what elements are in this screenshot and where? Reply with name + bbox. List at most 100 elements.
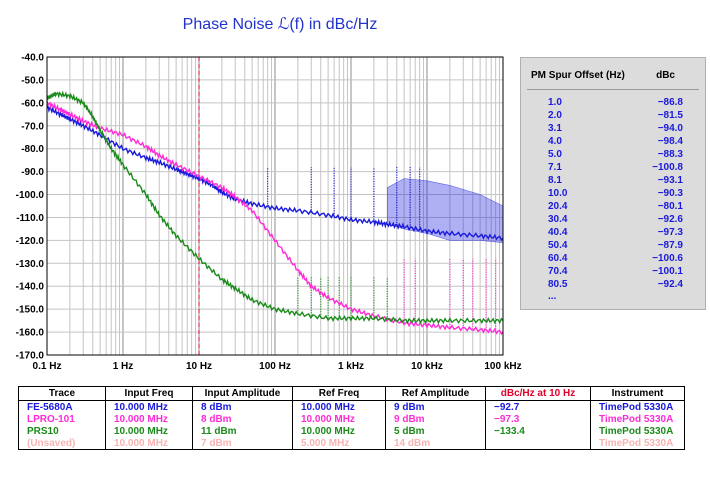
legend-cell: TimePod 5330A xyxy=(590,437,685,450)
spur-dbc: −100.1 xyxy=(652,266,683,277)
spur-row: 4.0 −98.4 xyxy=(521,136,705,148)
spur-dbc: −87.9 xyxy=(657,240,683,251)
legend-cell: 10.000 MHz xyxy=(292,413,386,425)
spur-freq: 80.5 xyxy=(548,279,568,290)
spur-freq: 30.4 xyxy=(548,214,568,225)
y-tick-label: -150.0 xyxy=(16,305,45,316)
chart-title: Phase Noise ℒ(f) in dBc/Hz xyxy=(182,16,378,33)
series-line-prs10 xyxy=(46,90,504,325)
legend-cell: 10.000 MHz xyxy=(292,425,386,437)
spur-row: 20.4 −80.1 xyxy=(521,201,705,213)
spur-dbc: −98.4 xyxy=(657,136,683,147)
spur-dbc: −100.8 xyxy=(652,162,683,173)
spur-dbc: −93.1 xyxy=(657,175,683,186)
spur-freq: 10.0 xyxy=(548,188,568,199)
legend-cell: 8 dBm xyxy=(192,400,293,413)
spur-freq: 40.4 xyxy=(548,227,568,238)
legend-cell: 8 dBm xyxy=(192,413,293,425)
spur-freq: 60.4 xyxy=(548,253,568,264)
spur-freq: 70.4 xyxy=(548,266,568,277)
legend-cell: 10.000 MHz xyxy=(105,425,193,437)
spur-freq: 4.0 xyxy=(548,136,562,147)
legend-cell: −97.3 xyxy=(485,413,591,425)
x-tick-label: 1 Hz xyxy=(113,361,134,372)
legend-cell: PRS10 xyxy=(18,425,106,437)
legend-cell: LPRO-101 xyxy=(18,413,106,425)
legend-cell: (Unsaved) xyxy=(18,437,106,450)
legend-header-cell: Instrument xyxy=(590,386,685,401)
legend-cell: −92.7 xyxy=(485,400,591,413)
y-tick-label: -60.0 xyxy=(21,98,44,109)
legend-cell: 11 dBm xyxy=(192,425,293,437)
spur-freq: 1.0 xyxy=(548,97,562,108)
spur-row: 40.4 −97.3 xyxy=(521,227,705,239)
y-tick-label: -70.0 xyxy=(21,121,44,132)
spur-dbc: −86.8 xyxy=(657,97,683,108)
legend-cell: 14 dBm xyxy=(385,437,486,450)
spur-row: 70.4 −100.1 xyxy=(521,266,705,278)
spur-dbc: −81.5 xyxy=(657,110,683,121)
legend-header-cell: Input Amplitude xyxy=(192,386,293,401)
y-tick-label: -170.0 xyxy=(16,351,45,362)
legend-row: (Unsaved) 10.000 MHz 7 dBm 5.000 MHz 14 dBm T… xyxy=(18,437,685,450)
x-tick-label: 100 Hz xyxy=(259,361,291,372)
series-line-fe-5680a xyxy=(46,105,504,242)
spur-row: 2.0 −81.5 xyxy=(521,110,705,122)
spur-row: 30.4 −92.6 xyxy=(521,214,705,226)
legend-cell: 5.000 MHz xyxy=(292,437,386,450)
y-tick-label: -50.0 xyxy=(21,75,44,86)
legend-cell: 7 dBm xyxy=(192,437,293,450)
y-tick-label: -40.0 xyxy=(21,53,44,64)
x-tick-label: 0.1 Hz xyxy=(33,361,62,372)
legend-row: LPRO-101 10.000 MHz 8 dBm 10.000 MHz 9 dBm −9… xyxy=(18,413,685,425)
spur-row: 1.0 −86.8 xyxy=(521,97,705,109)
legend-cell: −133.4 xyxy=(485,425,591,437)
spur-dbc: −100.6 xyxy=(652,253,683,264)
spur-row: 60.4 −100.6 xyxy=(521,253,705,265)
spur-row: 5.0 −88.3 xyxy=(521,149,705,161)
legend-row: FE-5680A 10.000 MHz 8 dBm 10.000 MHz 9 dBm −9… xyxy=(18,400,685,413)
legend-cell: FE-5680A xyxy=(18,400,106,413)
legend-header-cell: dBc/Hz at 10 Hz xyxy=(485,386,591,401)
legend-cell: TimePod 5330A xyxy=(590,425,685,437)
y-tick-label: -80.0 xyxy=(21,144,44,155)
plot-border xyxy=(46,56,504,356)
legend-table: Trace Input Freq Input Amplitude Ref Fre… xyxy=(18,386,685,450)
legend-cell: TimePod 5330A xyxy=(590,413,685,425)
y-tick-label: -90.0 xyxy=(21,167,44,178)
spur-table-divider xyxy=(527,89,699,90)
spur-freq: 5.0 xyxy=(548,149,562,160)
y-tick-label: -100.0 xyxy=(16,190,45,201)
spur-freq: 50.4 xyxy=(548,240,568,251)
y-tick-label: -110.0 xyxy=(16,213,44,224)
legend-cell: 9 dBm xyxy=(385,400,486,413)
x-tick-label: 10 kHz xyxy=(411,361,443,372)
legend-cell: TimePod 5330A xyxy=(590,400,685,413)
y-tick-label: -160.0 xyxy=(16,328,45,339)
spur-dbc: −80.1 xyxy=(657,201,683,212)
x-tick-label: 1 kHz xyxy=(338,361,364,372)
legend-cell: 9 dBm xyxy=(385,413,486,425)
legend-cell: 10.000 MHz xyxy=(292,400,386,413)
spur-dbc: −90.3 xyxy=(657,188,683,199)
legend-cell xyxy=(485,437,591,450)
x-tick-label: 10 Hz xyxy=(186,361,212,372)
y-tick-label: -120.0 xyxy=(16,236,45,247)
legend-header-cell: Input Freq xyxy=(105,386,193,401)
y-tick-label: -140.0 xyxy=(16,282,45,293)
spur-dbc-header: dBc xyxy=(656,70,675,81)
spur-row: 10.0 −90.3 xyxy=(521,188,705,200)
spur-dbc: −92.6 xyxy=(657,214,683,225)
legend-header-cell: Ref Freq xyxy=(292,386,386,401)
spur-freq: 7.1 xyxy=(548,162,562,173)
spur-row: 8.1 −93.1 xyxy=(521,175,705,187)
legend-cell: 5 dBm xyxy=(385,425,486,437)
legend-header-cell: Ref Amplitude xyxy=(385,386,486,401)
spur-table-more: ... xyxy=(548,291,557,302)
x-tick-label: 100 kHz xyxy=(484,361,521,372)
legend-header-cell: Trace xyxy=(18,386,106,401)
spur-dbc: −94.0 xyxy=(657,123,683,134)
legend-row: PRS10 10.000 MHz 11 dBm 10.000 MHz 5 dBm −133… xyxy=(18,425,685,437)
spur-dbc: −97.3 xyxy=(657,227,683,238)
spur-freq: 20.4 xyxy=(548,201,568,212)
